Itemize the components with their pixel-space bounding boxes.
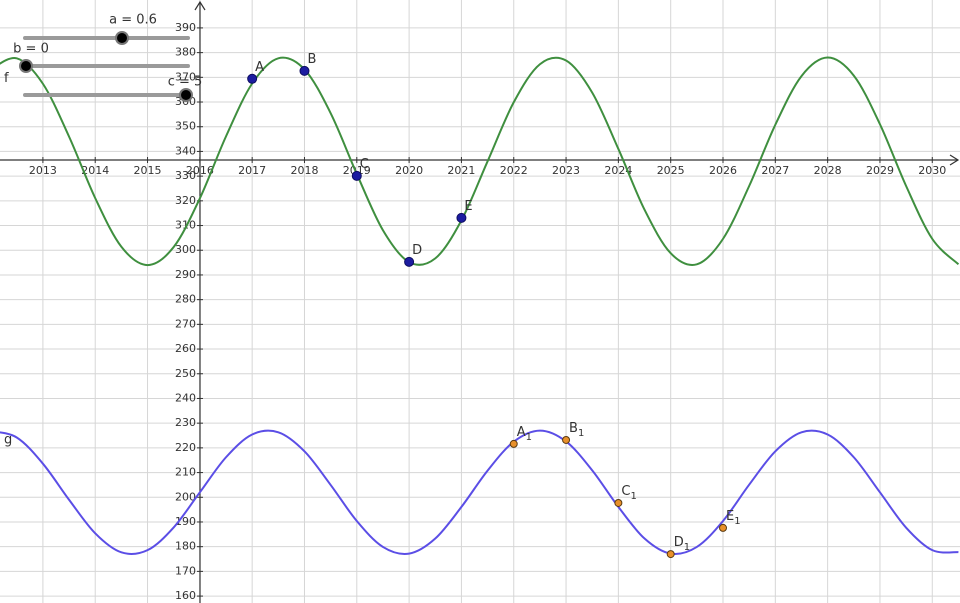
point-label: C1 bbox=[621, 483, 636, 502]
point-name: E bbox=[464, 198, 472, 213]
x-tick-label: 2013 bbox=[29, 164, 57, 177]
y-tick-label: 200 bbox=[175, 490, 196, 503]
y-tick-label: 160 bbox=[175, 589, 196, 602]
x-tick-label: 2025 bbox=[657, 164, 685, 177]
curves: fg bbox=[0, 56, 960, 555]
x-tick-label: 2018 bbox=[290, 164, 318, 177]
point bbox=[509, 439, 518, 448]
point-label: B1 bbox=[569, 420, 584, 439]
point-name: C bbox=[360, 156, 369, 171]
y-tick-label: 270 bbox=[175, 317, 196, 330]
point-subscript: 1 bbox=[734, 516, 740, 527]
point-name: A bbox=[517, 424, 526, 439]
point-subscript: 1 bbox=[526, 432, 532, 443]
x-tick-label: 2015 bbox=[134, 164, 162, 177]
x-tick-label: 2017 bbox=[238, 164, 266, 177]
point bbox=[247, 73, 258, 84]
x-tick-label: 2016 bbox=[186, 164, 214, 177]
point bbox=[404, 256, 415, 267]
slider-knob[interactable] bbox=[19, 59, 33, 73]
y-tick-label: 250 bbox=[175, 367, 196, 380]
x-tick-label: 2023 bbox=[552, 164, 580, 177]
x-axis-arrow bbox=[949, 154, 960, 166]
x-tick-label: 2028 bbox=[814, 164, 842, 177]
y-tick-label: 290 bbox=[175, 268, 196, 281]
point-label: E1 bbox=[726, 508, 741, 527]
point-name: B bbox=[307, 51, 316, 66]
x-tick-label: 2026 bbox=[709, 164, 737, 177]
x-tick-label: 2022 bbox=[500, 164, 528, 177]
function-label: f bbox=[4, 71, 9, 86]
point-label: E bbox=[464, 198, 472, 213]
slider-label: c = 5 bbox=[168, 75, 203, 90]
y-tick-label: 260 bbox=[175, 342, 196, 355]
slider-label: a = 0.6 bbox=[109, 13, 157, 28]
point-label: A bbox=[255, 59, 264, 74]
point-label: B bbox=[307, 51, 316, 66]
y-tick-label: 350 bbox=[175, 120, 196, 133]
sliders: a = 0.6 b = 0 c = 5 bbox=[13, 13, 202, 102]
y-tick-label: 310 bbox=[175, 219, 196, 232]
point-subscript: 1 bbox=[684, 542, 690, 553]
point-label: A1 bbox=[517, 424, 532, 443]
point-name: D bbox=[674, 535, 684, 550]
y-tick-label: 230 bbox=[175, 416, 196, 429]
y-axis-arrow bbox=[194, 0, 206, 11]
slider-knob[interactable] bbox=[115, 31, 129, 45]
function-label: g bbox=[4, 433, 12, 448]
y-tick-label: 240 bbox=[175, 391, 196, 404]
point bbox=[351, 170, 362, 181]
y-tick-label: 330 bbox=[175, 169, 196, 182]
x-tick-label: 2014 bbox=[81, 164, 109, 177]
y-tick-label: 320 bbox=[175, 194, 196, 207]
point-name: A bbox=[255, 59, 264, 74]
point-subscript: 1 bbox=[578, 428, 584, 439]
y-tick-label: 280 bbox=[175, 293, 196, 306]
y-tick-label: 390 bbox=[175, 21, 196, 34]
point bbox=[562, 435, 571, 444]
slider-knob[interactable] bbox=[179, 88, 193, 102]
point bbox=[456, 212, 467, 223]
slider-label: b = 0 bbox=[13, 42, 49, 57]
x-tick-label: 2030 bbox=[918, 164, 946, 177]
point-name: B bbox=[569, 420, 578, 435]
y-tick-label: 370 bbox=[175, 70, 196, 83]
x-tick-label: 2021 bbox=[447, 164, 475, 177]
point-label: C bbox=[360, 156, 369, 171]
point-name: D bbox=[412, 242, 422, 257]
function-curve bbox=[0, 56, 960, 267]
point bbox=[666, 550, 675, 559]
x-tick-label: 2020 bbox=[395, 164, 423, 177]
y-tick-label: 380 bbox=[175, 46, 196, 59]
point bbox=[299, 65, 310, 76]
y-tick-label: 210 bbox=[175, 466, 196, 479]
x-tick-label: 2027 bbox=[761, 164, 789, 177]
point-name: E bbox=[726, 508, 734, 523]
point-name: C bbox=[621, 483, 630, 498]
y-tick-label: 170 bbox=[175, 564, 196, 577]
y-tick-label: 340 bbox=[175, 144, 196, 157]
point bbox=[719, 523, 728, 532]
point bbox=[614, 498, 623, 507]
y-tick-label: 220 bbox=[175, 441, 196, 454]
point-label: D bbox=[412, 242, 422, 257]
point-subscript: 1 bbox=[630, 491, 636, 502]
y-tick-label: 300 bbox=[175, 243, 196, 256]
y-tick-label: 180 bbox=[175, 540, 196, 553]
point-label: D1 bbox=[674, 535, 690, 554]
x-tick-label: 2019 bbox=[343, 164, 371, 177]
x-tick-label: 2029 bbox=[866, 164, 894, 177]
function-curve bbox=[0, 429, 959, 555]
